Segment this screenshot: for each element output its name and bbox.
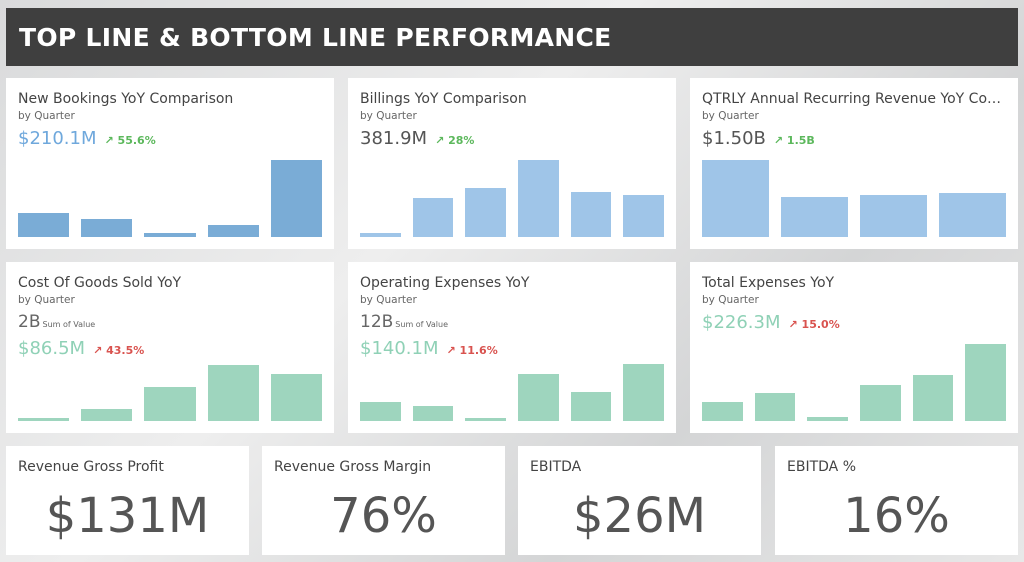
billings-card[interactable]: Billings YoY Comparison by Quarter 381.9… xyxy=(348,78,676,249)
sum-row: 12B Sum of Value xyxy=(360,312,664,332)
kpi-row: $210.1M ↗ 55.6% xyxy=(18,128,322,149)
chart-bar[interactable] xyxy=(860,384,901,421)
new-bookings-card[interactable]: New Bookings YoY Comparison by Quarter $… xyxy=(6,78,334,249)
bar-chart xyxy=(360,153,664,237)
bar-chart xyxy=(18,361,322,421)
page-header: TOP LINE & BOTTOM LINE PERFORMANCE xyxy=(6,8,1018,66)
chart-bar[interactable] xyxy=(270,160,322,237)
big-number-value: $26M xyxy=(572,488,707,544)
delta-badge: ↗ 11.6% xyxy=(446,344,498,357)
chart-bar[interactable] xyxy=(702,402,743,421)
page-title: TOP LINE & BOTTOM LINE PERFORMANCE xyxy=(19,22,612,52)
total-expenses-card[interactable]: Total Expenses YoY by Quarter $226.3M ↗ … xyxy=(690,262,1018,433)
sum-label: Sum of Value xyxy=(395,320,449,329)
kpi-row: $140.1M ↗ 11.6% xyxy=(360,338,664,359)
card-title: EBITDA % xyxy=(787,459,856,475)
bar-chart xyxy=(702,153,1006,237)
chart-bar[interactable] xyxy=(939,193,1006,237)
big-number-value: 76% xyxy=(330,488,437,544)
kpi-row: 381.9M ↗ 28% xyxy=(360,128,664,149)
card-title: Total Expenses YoY xyxy=(702,275,835,291)
card-subtitle: by Quarter xyxy=(360,110,417,122)
chart-bar[interactable] xyxy=(207,364,259,421)
kpi-value: $226.3M xyxy=(702,312,781,333)
card-title: Operating Expenses YoY xyxy=(360,275,530,291)
card-title: QTRLY Annual Recurring Revenue YoY Com..… xyxy=(702,91,1006,107)
ebitda-percent-card[interactable]: EBITDA % 16% xyxy=(775,446,1018,555)
delta-badge: ↗ 15.0% xyxy=(788,318,840,331)
kpi-value: 381.9M xyxy=(360,128,428,149)
chart-bar[interactable] xyxy=(623,363,664,421)
chart-bar[interactable] xyxy=(360,401,401,421)
chart-bar[interactable] xyxy=(623,195,664,237)
revenue-gross-margin-card[interactable]: Revenue Gross Margin 76% xyxy=(262,446,505,555)
chart-bar[interactable] xyxy=(518,373,559,421)
bar-chart xyxy=(360,361,664,421)
bar-chart xyxy=(702,337,1006,421)
chart-bar[interactable] xyxy=(412,406,454,421)
delta-badge: ↗ 28% xyxy=(435,134,475,147)
chart-bar[interactable] xyxy=(860,195,927,237)
ebitda-card[interactable]: EBITDA $26M xyxy=(518,446,761,555)
big-number-value: $131M xyxy=(45,488,210,544)
kpi-value: $210.1M xyxy=(18,128,97,149)
chart-bar[interactable] xyxy=(702,160,769,237)
card-title: Billings YoY Comparison xyxy=(360,91,527,107)
chart-bar[interactable] xyxy=(965,344,1006,421)
chart-bar[interactable] xyxy=(912,375,954,421)
chart-bar[interactable] xyxy=(465,187,506,237)
card-subtitle: by Quarter xyxy=(18,110,75,122)
sum-value: 12B xyxy=(360,312,394,332)
delta-badge: ↗ 43.5% xyxy=(93,344,145,357)
card-subtitle: by Quarter xyxy=(360,294,417,306)
chart-bar[interactable] xyxy=(570,391,612,421)
revenue-gross-profit-card[interactable]: Revenue Gross Profit $131M xyxy=(6,446,249,555)
chart-bar[interactable] xyxy=(270,373,322,421)
chart-bar[interactable] xyxy=(144,233,196,237)
sum-row: 2B Sum of Value xyxy=(18,312,322,332)
chart-bar[interactable] xyxy=(807,417,848,421)
kpi-value: $140.1M xyxy=(360,338,439,359)
card-title: Revenue Gross Profit xyxy=(18,459,164,475)
card-subtitle: by Quarter xyxy=(18,294,75,306)
chart-bar[interactable] xyxy=(81,219,133,237)
chart-bar[interactable] xyxy=(144,387,196,421)
card-title: Revenue Gross Margin xyxy=(274,459,432,475)
card-title: Cost Of Goods Sold YoY xyxy=(18,275,182,291)
chart-bar[interactable] xyxy=(81,409,133,421)
chart-bar[interactable] xyxy=(360,233,401,237)
kpi-row: $86.5M ↗ 43.5% xyxy=(18,338,322,359)
opex-card[interactable]: Operating Expenses YoY by Quarter 12B Sum… xyxy=(348,262,676,433)
card-subtitle: by Quarter xyxy=(702,110,759,122)
kpi-row: $226.3M ↗ 15.0% xyxy=(702,312,1006,333)
chart-bar[interactable] xyxy=(754,393,796,421)
chart-bar[interactable] xyxy=(18,418,70,421)
chart-bar[interactable] xyxy=(412,197,454,237)
chart-bar[interactable] xyxy=(570,192,612,237)
card-title: EBITDA xyxy=(530,459,582,475)
cogs-card[interactable]: Cost Of Goods Sold YoY by Quarter 2B Sum … xyxy=(6,262,334,433)
sum-label: Sum of Value xyxy=(42,320,96,329)
kpi-value: $86.5M xyxy=(18,338,86,359)
sum-value: 2B xyxy=(18,312,41,332)
kpi-row: $1.50B ↗ 1.5B xyxy=(702,128,1006,149)
arr-card[interactable]: QTRLY Annual Recurring Revenue YoY Com..… xyxy=(690,78,1018,249)
chart-bar[interactable] xyxy=(781,196,848,237)
big-number-value: 16% xyxy=(843,488,950,544)
kpi-value: $1.50B xyxy=(702,128,766,149)
card-subtitle: by Quarter xyxy=(702,294,759,306)
chart-bar[interactable] xyxy=(518,160,559,237)
delta-badge: ↗ 55.6% xyxy=(104,134,156,147)
bar-chart xyxy=(18,153,322,237)
delta-badge: ↗ 1.5B xyxy=(773,134,815,147)
chart-bar[interactable] xyxy=(207,224,259,237)
chart-bar[interactable] xyxy=(465,418,506,421)
chart-bar[interactable] xyxy=(18,212,70,237)
card-title: New Bookings YoY Comparison xyxy=(18,91,234,107)
